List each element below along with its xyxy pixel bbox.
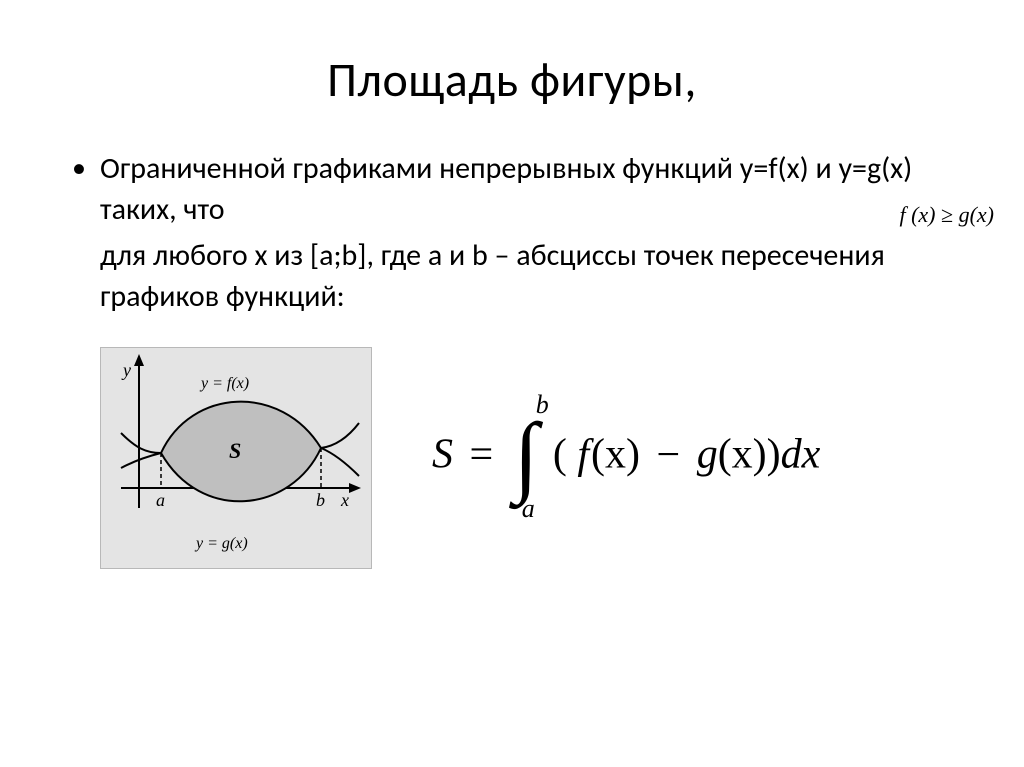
b-label: b [316,490,325,510]
g-tail-right [321,448,359,476]
main-formula: S = b ∫ a ( f(x) − g(x))dx [432,420,964,496]
formula-x2: (x)) [718,432,781,478]
int-upper: b [536,390,549,420]
content-row: y x a b y = f(x) y = g(x) S S = b ∫ a ( … [60,347,964,569]
y-label: y [121,360,131,380]
formula-S: S [432,432,453,478]
slide: Площадь фигуры, Ограниченной графиками н… [0,0,1024,767]
formula-minus: − [657,432,681,478]
int-sign: ∫ [514,420,539,492]
paragraph-2: для любого x из [a;b], где a и b – абсци… [100,236,964,317]
y-arrow [134,354,144,366]
s-label: S [229,438,241,463]
cond-rhs: g(x) [959,202,994,227]
cond-lhs: f (x) [899,202,935,227]
paragraph-1: Ограниченной графиками непрерывных функц… [100,149,964,230]
formula-f: f [577,432,589,478]
formula-open: ( [553,432,567,478]
formula-x1: (x) [591,432,640,478]
g-tail-left [121,453,161,468]
integral: b ∫ a [514,420,539,496]
graph: y x a b y = f(x) y = g(x) S [100,347,372,569]
a-label: a [156,490,165,510]
formula-dx: dx [781,432,821,478]
page-title: Площадь фигуры, [60,50,964,109]
formula-g: g [697,432,718,478]
int-lower: a [522,494,535,524]
f-tail-right [321,423,359,448]
x-arrow [349,483,361,493]
g-label: y = g(x) [194,535,248,552]
formula-eq: = [470,432,494,478]
graph-svg: y x a b y = f(x) y = g(x) S [101,348,371,568]
x-label: x [340,490,349,510]
condition-formula: f (x) ≥ g(x) [899,202,994,228]
f-tail-left [121,433,161,453]
f-label: y = f(x) [199,375,249,392]
cond-op: ≥ [941,202,953,227]
